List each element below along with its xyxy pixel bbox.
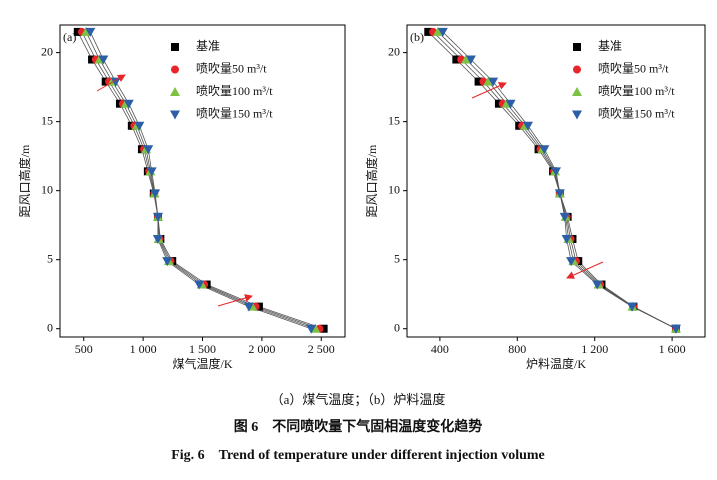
x-tick-label: 1 000 (130, 342, 157, 356)
legend-label: 喷吹量100 m³/t (196, 84, 273, 98)
marker (452, 55, 461, 64)
y-tick-label: 15 (41, 113, 53, 127)
marker (150, 189, 161, 199)
marker (146, 167, 157, 177)
legend-marker (170, 87, 180, 96)
y-axis-label: 距风口高度/m (364, 144, 379, 217)
marker (551, 167, 561, 177)
y-tick-label: 20 (41, 44, 53, 58)
panel-label: (a) (63, 30, 76, 44)
panel-label: (b) (410, 30, 424, 44)
marker (483, 76, 494, 86)
marker (152, 234, 163, 244)
marker (559, 212, 570, 222)
x-tick-label: 2 000 (248, 342, 275, 356)
marker (488, 77, 499, 87)
marker (566, 257, 577, 267)
caption-cn: 图 6 不同喷吹量下气固相温度变化趋势 (234, 418, 483, 435)
marker (134, 121, 145, 131)
x-axis-label: 炉料温度/K (526, 356, 586, 371)
marker (152, 212, 163, 222)
marker (85, 27, 96, 37)
marker (319, 324, 328, 333)
legend-marker (170, 110, 180, 120)
y-tick-label: 15 (388, 113, 400, 127)
marker (73, 27, 82, 36)
y-tick-label: 10 (388, 182, 400, 196)
marker (554, 189, 565, 199)
marker (592, 280, 603, 290)
marker (98, 55, 109, 65)
arrow (471, 82, 507, 99)
plot-frame (406, 24, 706, 338)
legend-label: 基准 (196, 39, 220, 53)
legend-marker (573, 43, 581, 51)
arrows (96, 74, 604, 307)
x-tick-label: 400 (431, 342, 449, 356)
arrow (217, 294, 253, 307)
legend-marker (171, 65, 179, 74)
marker (561, 234, 572, 244)
marker (474, 77, 483, 86)
legend-label: 喷吹量50 m³/t (196, 61, 267, 75)
x-tick-label: 500 (75, 342, 93, 356)
marker (627, 302, 638, 312)
marker (162, 257, 173, 267)
marker (243, 302, 254, 312)
x-tick-label: 800 (508, 342, 526, 356)
legend-marker (572, 110, 582, 120)
x-axis-label: 煤气温度/K (172, 356, 232, 371)
legend-marker (573, 65, 581, 74)
arrow (566, 261, 604, 279)
legend-label: 基准 (598, 39, 622, 53)
legend-label: 喷吹量150 m³/t (598, 106, 675, 120)
marker (194, 280, 205, 290)
series-line (428, 31, 677, 330)
marker (437, 27, 448, 37)
marker (505, 99, 516, 109)
y-axis-label: 距风口高度/m (17, 144, 32, 217)
x-tick-label: 2 500 (308, 342, 335, 356)
marker (461, 54, 472, 64)
marker (522, 121, 533, 131)
series-line (89, 31, 312, 330)
y-tick-label: 5 (394, 251, 400, 265)
x-tick-label: 1 500 (189, 342, 216, 356)
marker (306, 324, 317, 334)
series-line (432, 31, 677, 330)
marker (123, 99, 134, 109)
legend-marker (171, 43, 179, 51)
marker (539, 145, 550, 155)
x-tick-label: 1 600 (659, 342, 686, 356)
y-tick-label: 0 (47, 320, 53, 334)
x-tick-label: 1 200 (581, 342, 608, 356)
y-tick-label: 0 (394, 320, 400, 334)
marker (465, 55, 476, 65)
marker (143, 145, 154, 155)
legend-label: 喷吹量150 m³/t (196, 106, 273, 120)
y-tick-label: 5 (47, 251, 53, 265)
subcaption: （a）煤气温度；（b）炉料温度 (271, 392, 446, 408)
marker (670, 324, 681, 334)
caption-en: Fig. 6 Trend of temperature under differ… (171, 448, 545, 463)
y-tick-label: 20 (388, 44, 400, 58)
legend-label: 喷吹量50 m³/t (598, 61, 669, 75)
arrow (96, 74, 126, 92)
legend-label: 喷吹量100 m³/t (598, 84, 675, 98)
marker (424, 27, 433, 36)
marker (432, 26, 443, 36)
legend-marker (572, 87, 582, 96)
y-tick-label: 10 (41, 182, 53, 196)
